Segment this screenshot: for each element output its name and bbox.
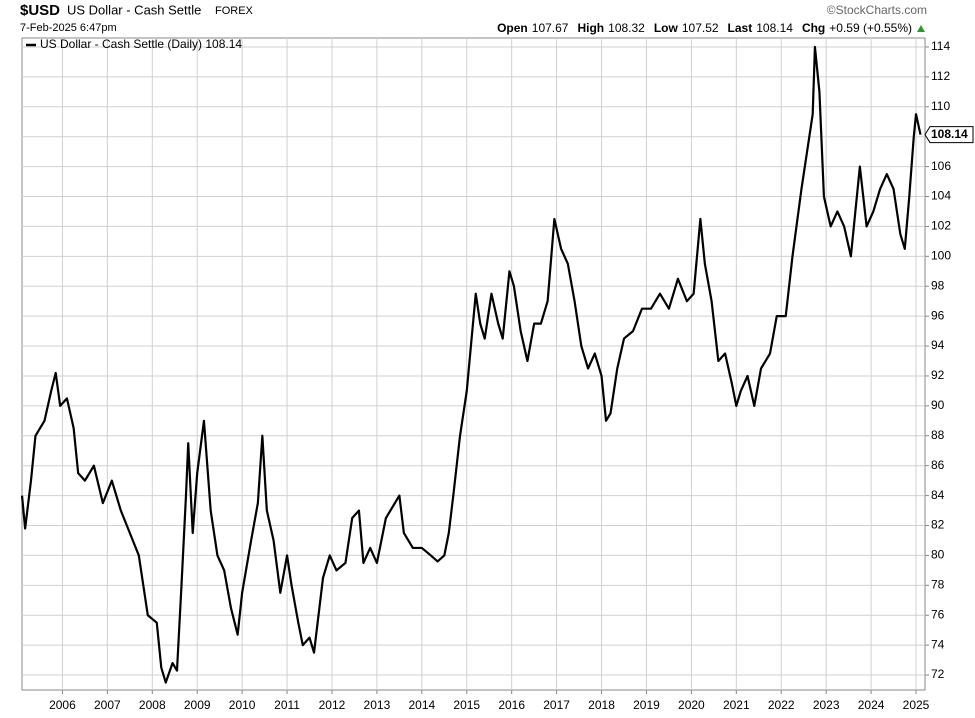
y-tick-label: 80 [931, 548, 945, 562]
last-badge [924, 126, 974, 144]
y-tick-label: 74 [931, 637, 945, 651]
legend-label: US Dollar - Cash Settle (Daily) 108.14 [40, 37, 242, 51]
last-badge-label: 108.14 [931, 127, 968, 141]
y-tick-label: 112 [931, 69, 950, 83]
price-line [20, 45, 922, 684]
plot-area [21, 37, 926, 691]
y-tick-label: 84 [931, 488, 945, 502]
quote-label: High [577, 21, 604, 35]
x-tick-label: 2022 [768, 698, 795, 712]
quote-label: Low [654, 21, 679, 35]
x-tick-label: 2011 [274, 698, 300, 712]
quote-value: 108.32 [608, 21, 645, 35]
y-tick-label: 94 [931, 338, 945, 352]
x-tick-label: 2009 [184, 698, 211, 712]
x-tick-label: 2020 [678, 698, 705, 712]
x-tick-label: 2023 [813, 698, 840, 712]
y-tick-label: 114 [931, 39, 950, 53]
quote-label: Last [728, 21, 753, 35]
quote-value: +0.59 (+0.55%) [829, 21, 912, 35]
y-tick-label: 82 [931, 518, 945, 532]
x-tick-label: 2018 [588, 698, 615, 712]
y-tick-label: 72 [931, 667, 945, 681]
x-tick-label: 2025 [903, 698, 930, 712]
y-tick-label: 100 [931, 249, 951, 263]
chart-title: $USD [20, 2, 60, 19]
y-tick-label: 88 [931, 428, 945, 442]
quote-value: 107.67 [532, 21, 569, 35]
quote-value: 108.14 [756, 21, 793, 35]
x-tick-label: 2012 [319, 698, 346, 712]
source: ©StockCharts.com [827, 3, 927, 17]
x-tick-label: 2014 [408, 698, 435, 712]
date: 7-Feb-2025 6:47pm [20, 22, 117, 34]
quote-label: Open [497, 21, 528, 35]
y-tick-label: 90 [931, 398, 945, 412]
quote-value: 107.52 [682, 21, 719, 35]
y-tick-label: 106 [931, 159, 951, 173]
x-tick-label: 2015 [453, 698, 480, 712]
chart-subtitle: US Dollar - Cash Settle [67, 2, 201, 17]
x-tick-label: 2016 [498, 698, 525, 712]
quote-label: Chg [802, 21, 825, 35]
y-tick-label: 102 [931, 219, 951, 233]
x-tick-label: 2021 [723, 698, 750, 712]
x-tick-label: 2008 [139, 698, 166, 712]
y-tick-label: 92 [931, 368, 945, 382]
y-tick-label: 96 [931, 308, 945, 322]
y-tick-label: 98 [931, 278, 945, 292]
y-tick-label: 76 [931, 607, 945, 621]
y-tick-label: 86 [931, 458, 945, 472]
y-tick-label: 104 [931, 189, 951, 203]
exchange: FOREX [215, 5, 254, 17]
x-tick-label: 2007 [94, 698, 121, 712]
x-tick-label: 2017 [543, 698, 570, 712]
y-tick-label: 78 [931, 577, 945, 591]
x-tick-label: 2010 [229, 698, 256, 712]
x-tick-label: 2013 [364, 698, 391, 712]
x-tick-label: 2019 [633, 698, 660, 712]
y-tick-label: 110 [931, 99, 950, 113]
x-tick-label: 2006 [49, 698, 76, 712]
up-arrow [917, 25, 925, 32]
x-tick-label: 2024 [858, 698, 885, 712]
